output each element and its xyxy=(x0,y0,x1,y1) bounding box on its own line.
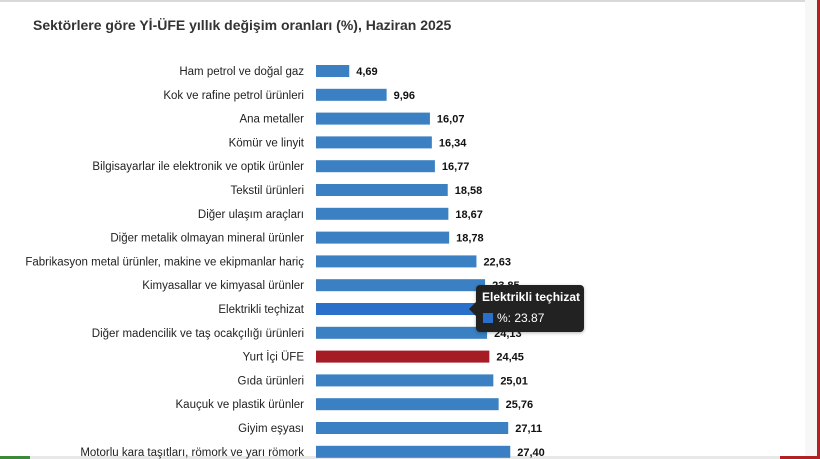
category-label-diger-ulasim-araclari: Diğer ulaşım araçları xyxy=(198,209,304,221)
category-label-giyim-esyasi: Giyim eşyası xyxy=(238,423,304,435)
category-label-diger-metalik-olmayan-mineral-urunler: Diğer metalik olmayan mineral ürünler xyxy=(110,233,304,245)
category-label-yurt-i-ci-ufe: Yurt İçi ÜFE xyxy=(243,351,305,364)
value-label-tekstil-urunleri: 18,58 xyxy=(455,185,483,197)
bar-diger-ulasim-araclari[interactable] xyxy=(316,207,449,220)
bar-motorlu-kara-tasitlari-romork-ve-yari-romork[interactable] xyxy=(316,445,511,458)
frame-right-border xyxy=(817,0,820,459)
value-label-kok-ve-rafine-petrol-urunleri: 9,96 xyxy=(394,90,415,102)
bar-ham-petrol-ve-dogal-gaz[interactable] xyxy=(316,65,350,77)
bar-kaucuk-ve-plastik-urunler[interactable] xyxy=(316,398,499,411)
bar-bilgisayarlar-ile-elektronik-ve-optik-urunler[interactable] xyxy=(316,160,435,173)
value-label-gida-urunleri: 25,01 xyxy=(500,375,528,387)
value-label-ana-metaller: 16,07 xyxy=(437,114,465,126)
bar-diger-metalik-olmayan-mineral-urunler[interactable] xyxy=(316,231,450,244)
bar-gida-urunleri[interactable] xyxy=(316,374,494,387)
category-label-ham-petrol-ve-dogal-gaz: Ham petrol ve doğal gaz xyxy=(179,66,304,78)
category-label-tekstil-urunleri: Tekstil ürünleri xyxy=(231,185,305,197)
value-label-motorlu-kara-tasitlari-romork-ve-yari-romork: 27,40 xyxy=(517,447,545,459)
value-label-komur-ve-linyit: 16,34 xyxy=(439,137,467,149)
bar-fabrikasyon-metal-urunler-makine-ve-ekipmanlar-haric[interactable] xyxy=(316,255,477,268)
tooltip-swatch xyxy=(483,313,493,323)
category-label-komur-ve-linyit: Kömür ve linyit xyxy=(229,137,305,149)
bar-kok-ve-rafine-petrol-urunleri[interactable] xyxy=(316,88,387,101)
category-label-diger-madencilik-ve-tas-ocakciligi-urunleri: Diğer madencilik ve taş ocakçılığı ürünl… xyxy=(92,328,304,340)
category-label-elektrikli-techizat: Elektrikli teçhizat xyxy=(218,304,304,316)
bar-diger-madencilik-ve-tas-ocakciligi-urunleri[interactable] xyxy=(316,326,488,339)
value-label-ham-petrol-ve-dogal-gaz: 4,69 xyxy=(356,66,377,78)
chart-tooltip: Elektrikli teçhizat %: 23.87 xyxy=(469,285,584,332)
value-label-giyim-esyasi: 27,11 xyxy=(515,423,542,435)
category-label-ana-metaller: Ana metaller xyxy=(239,114,304,126)
category-label-kaucuk-ve-plastik-urunler: Kauçuk ve plastik ürünler xyxy=(176,399,305,411)
category-label-motorlu-kara-tasitlari-romork-ve-yari-romork: Motorlu kara taşıtları, römork ve yarı r… xyxy=(80,447,304,459)
value-label-diger-ulasim-araclari: 18,67 xyxy=(455,209,483,221)
bar-komur-ve-linyit[interactable] xyxy=(316,136,432,149)
value-label-fabrikasyon-metal-urunler-makine-ve-ekipmanlar-haric: 22,63 xyxy=(483,256,511,268)
category-label-bilgisayarlar-ile-elektronik-ve-optik-urunler: Bilgisayarlar ile elektronik ve optik ür… xyxy=(92,161,304,173)
category-label-kok-ve-rafine-petrol-urunleri: Kok ve rafine petrol ürünleri xyxy=(163,90,304,102)
frame-top-border xyxy=(0,0,820,2)
bar-yurt-i-ci-ufe[interactable] xyxy=(316,350,490,363)
category-label-gida-urunleri: Gıda ürünleri xyxy=(238,375,304,387)
bar-giyim-esyasi[interactable] xyxy=(316,422,509,434)
value-label-yurt-i-ci-ufe: 24,45 xyxy=(496,352,524,364)
tooltip-value: %: 23.87 xyxy=(497,311,545,325)
value-label-diger-metalik-olmayan-mineral-urunler: 18,78 xyxy=(456,233,484,245)
chart-title: Sektörlere göre Yİ-ÜFE yıllık değişim or… xyxy=(33,17,452,33)
value-label-bilgisayarlar-ile-elektronik-ve-optik-urunler: 16,77 xyxy=(442,161,470,173)
bar-tekstil-urunleri[interactable] xyxy=(316,184,448,196)
category-label-fabrikasyon-metal-urunler-makine-ve-ekipmanlar-haric: Fabrikasyon metal ürünler, makine ve eki… xyxy=(25,256,304,268)
bar-kimyasallar-ve-kimyasal-urunler[interactable] xyxy=(316,279,486,292)
tooltip-title: Elektrikli teçhizat xyxy=(482,290,581,304)
bar-elektrikli-techizat[interactable] xyxy=(316,303,486,315)
value-label-kaucuk-ve-plastik-urunler: 25,76 xyxy=(506,399,534,411)
category-label-kimyasallar-ve-kimyasal-urunler: Kimyasallar ve kimyasal ürünler xyxy=(142,280,304,292)
frame-right-panel xyxy=(805,0,817,459)
bar-ana-metaller[interactable] xyxy=(316,112,430,125)
